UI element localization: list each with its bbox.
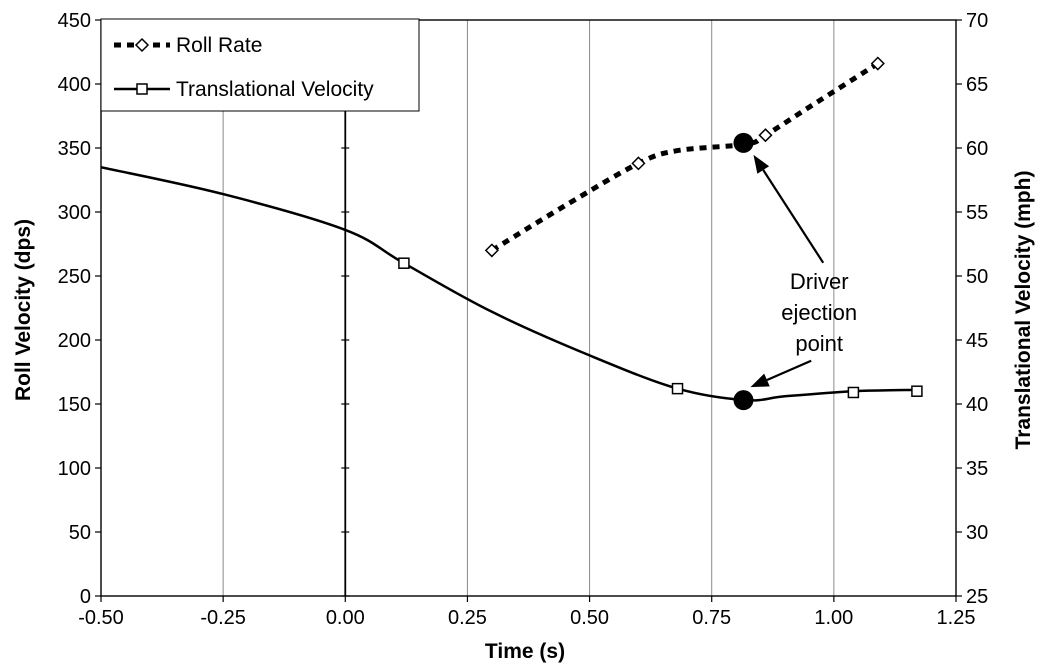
x-tick-label: 0.00 (326, 607, 365, 629)
legend: Roll Rate Translational Velocity (100, 18, 420, 112)
data-point-diamond (484, 243, 499, 258)
highlight-layer (733, 132, 754, 411)
x-tick-label: 0.50 (570, 607, 609, 629)
y-right-tick-label: 70 (966, 10, 988, 32)
data-point-square (911, 385, 923, 397)
legend-box (100, 18, 420, 112)
y-right-tick-label: 40 (966, 394, 988, 416)
y-left-tick-label: 50 (69, 522, 91, 544)
y-left-axis-title: Roll Velocity (dps) (12, 219, 35, 401)
legend-translational-label: Translational Velocity (176, 78, 374, 101)
annotation-text-line: Driver (790, 269, 849, 294)
legend-roll-rate-label: Roll Rate (176, 34, 262, 57)
y-left-tick-label: 200 (58, 330, 91, 352)
annotation-text-line: point (795, 331, 843, 356)
annotation-arrowhead (753, 154, 770, 174)
y-right-tick-label: 25 (966, 586, 988, 608)
x-tick-labels: -0.50 -0.25 0.00 0.25 0.50 0.75 1.00 1.25 (78, 607, 975, 629)
series-layer (101, 56, 923, 402)
y-right-tick-label: 65 (966, 74, 988, 96)
y-right-tick-labels: 25 30 35 40 45 50 55 60 65 70 (966, 10, 988, 608)
data-point-diamond (870, 56, 885, 71)
annotation-layer: Driver ejection point (750, 154, 857, 388)
data-point-square (398, 257, 410, 269)
data-point-diamond (758, 128, 773, 143)
data-point-square (847, 386, 860, 399)
annotation-arrow-line (766, 359, 812, 382)
y-right-tick-label: 60 (966, 138, 988, 160)
y-right-tick-label: 45 (966, 330, 988, 352)
data-point-square (671, 382, 684, 395)
y-left-tick-label: 150 (58, 394, 91, 416)
data-point-diamond (631, 156, 646, 171)
y-right-tick-label: 50 (966, 266, 988, 288)
x-tick-label: 0.25 (448, 607, 487, 629)
series-translational-velocity (101, 165, 923, 402)
annotation-text-line: ejection (781, 300, 857, 325)
y-left-tick-label: 100 (58, 458, 91, 480)
x-axis-title: Time (s) (485, 640, 565, 663)
legend-translational-marker (136, 83, 148, 95)
ejection-point-marker (733, 132, 754, 153)
y-left-tick-labels: 0 50 100 150 200 250 300 350 400 450 (58, 10, 91, 608)
annotation-arrow-line (762, 169, 825, 264)
y-right-tick-label: 55 (966, 202, 988, 224)
y-right-axis-title: Translational Velocity (mph) (1012, 171, 1035, 450)
x-tick-label: 1.25 (937, 607, 976, 629)
annotation-arrowhead (750, 373, 770, 388)
y-left-tick-label: 400 (58, 74, 91, 96)
y-left-tick-label: 300 (58, 202, 91, 224)
y-left-tick-label: 450 (58, 10, 91, 32)
y-right-tick-label: 35 (966, 458, 988, 480)
x-tick-label: 1.00 (814, 607, 853, 629)
x-tick-label: 0.75 (692, 607, 731, 629)
y-right-tick-label: 30 (966, 522, 988, 544)
x-tick-label: -0.25 (200, 607, 246, 629)
y-left-tick-label: 0 (80, 586, 91, 608)
series-line (101, 165, 917, 402)
series-line (490, 61, 880, 253)
ejection-point-marker (733, 390, 754, 411)
axes (100, 19, 957, 597)
y-left-tick-label: 250 (58, 266, 91, 288)
plot-frame (100, 19, 957, 597)
y-left-tick-label: 350 (58, 138, 91, 160)
x-tick-label: -0.50 (78, 607, 124, 629)
legend-roll-rate-marker (134, 37, 150, 53)
series-roll-rate (484, 56, 885, 258)
